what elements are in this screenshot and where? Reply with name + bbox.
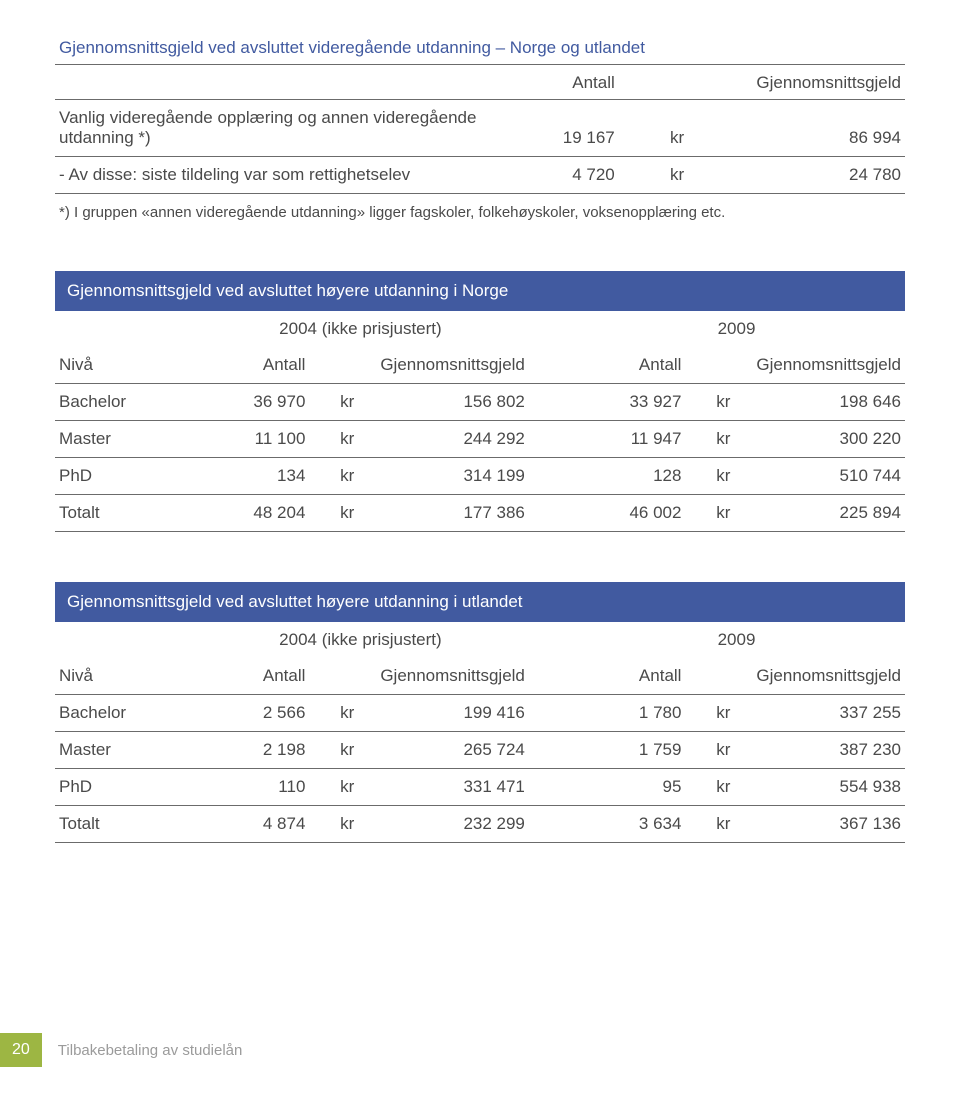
page-number-badge: 20 <box>0 1033 42 1067</box>
table2-row: Master 11 100 kr 244 292 11 947 kr 300 2… <box>55 421 905 458</box>
table1-row-kr: kr <box>619 157 688 194</box>
table2-th-antall2: Antall <box>568 347 685 384</box>
table1-row-antall: 4 720 <box>489 157 619 194</box>
table3-title: Gjennomsnittsgjeld ved avsluttet høyere … <box>55 582 905 622</box>
table3: 2004 (ikke prisjustert) 2009 Nivå Antall… <box>55 622 905 843</box>
table3-th-gjeld2: Gjennomsnittsgjeld <box>734 658 905 695</box>
table3-th-niv: Nivå <box>55 658 192 695</box>
table1-row-label: - Av disse: siste tildeling var som rett… <box>55 157 489 194</box>
table1-footnote: *) I gruppen «annen videregående utdanni… <box>55 194 905 221</box>
table1-row-antall: 19 167 <box>489 100 619 157</box>
page: Gjennomsnittsgjeld ved avsluttet videreg… <box>0 0 960 863</box>
table2-th-gjeld2: Gjennomsnittsgjeld <box>734 347 905 384</box>
table1-row: Vanlig videregående opplæring og annen v… <box>55 100 905 157</box>
table3-row: Bachelor 2 566 kr 199 416 1 780 kr 337 2… <box>55 695 905 732</box>
table1: Antall Gjennomsnittsgjeld Vanlig videreg… <box>55 65 905 194</box>
table1-th-gjeld: Gjennomsnittsgjeld <box>688 65 905 100</box>
table2: 2004 (ikke prisjustert) 2009 Nivå Antall… <box>55 311 905 532</box>
table1-th-blank <box>55 65 489 100</box>
table3-th-gjeld1: Gjennomsnittsgjeld <box>358 658 529 695</box>
table1-title: Gjennomsnittsgjeld ved avsluttet videreg… <box>55 30 905 65</box>
table1-th-antall: Antall <box>489 65 619 100</box>
table1-row-kr: kr <box>619 100 688 157</box>
table3-gh-2004: 2004 (ikke prisjustert) <box>192 622 529 658</box>
table2-th-antall1: Antall <box>192 347 309 384</box>
table2-row: Bachelor 36 970 kr 156 802 33 927 kr 198… <box>55 384 905 421</box>
table1-th-kr <box>619 65 688 100</box>
table2-th-gjeld1: Gjennomsnittsgjeld <box>358 347 529 384</box>
table3-row: PhD 110 kr 331 471 95 kr 554 938 <box>55 769 905 806</box>
table2-row: PhD 134 kr 314 199 128 kr 510 744 <box>55 458 905 495</box>
table1-row-label: Vanlig videregående opplæring og annen v… <box>55 100 489 157</box>
table1-row-amount: 24 780 <box>688 157 905 194</box>
table2-gh-2009: 2009 <box>568 311 905 347</box>
table2-gh-blank <box>55 311 192 347</box>
table3-row: Totalt 4 874 kr 232 299 3 634 kr 367 136 <box>55 806 905 843</box>
table3-th-antall2: Antall <box>568 658 685 695</box>
table1-row: - Av disse: siste tildeling var som rett… <box>55 157 905 194</box>
table2-title: Gjennomsnittsgjeld ved avsluttet høyere … <box>55 271 905 311</box>
table3-row: Master 2 198 kr 265 724 1 759 kr 387 230 <box>55 732 905 769</box>
table2-row: Totalt 48 204 kr 177 386 46 002 kr 225 8… <box>55 495 905 532</box>
table3-th-antall1: Antall <box>192 658 309 695</box>
footer-caption: Tilbakebetaling av studielån <box>58 1042 243 1059</box>
table1-row-amount: 86 994 <box>688 100 905 157</box>
table3-gh-2009: 2009 <box>568 622 905 658</box>
table2-gh-2004: 2004 (ikke prisjustert) <box>192 311 529 347</box>
page-footer: 20 Tilbakebetaling av studielån <box>0 1033 960 1067</box>
table2-th-niv: Nivå <box>55 347 192 384</box>
